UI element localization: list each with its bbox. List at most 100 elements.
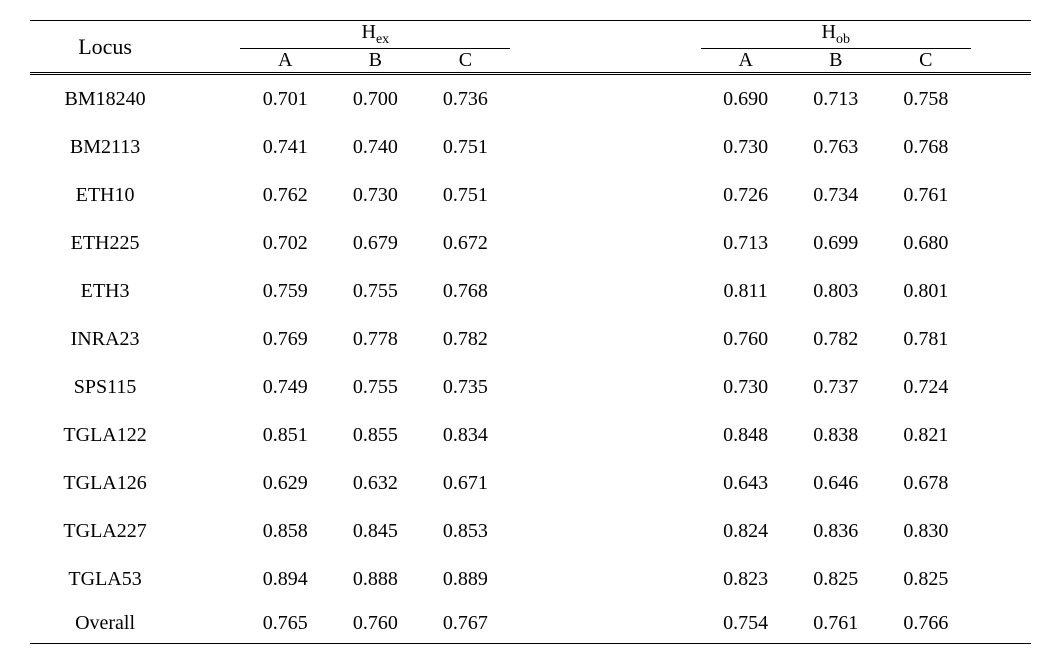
gap-cell [971, 411, 1031, 459]
header-hex-c: C [420, 49, 510, 74]
gap-cell [971, 267, 1031, 315]
hob-c-cell: 0.768 [881, 123, 971, 171]
hob-a-cell: 0.730 [701, 363, 791, 411]
hex-a-cell: 0.759 [240, 267, 330, 315]
hex-a-cell: 0.762 [240, 171, 330, 219]
hob-a-cell: 0.713 [701, 219, 791, 267]
gap-cell [510, 603, 700, 644]
hob-b-cell: 0.699 [791, 219, 881, 267]
hex-c-cell: 0.889 [420, 555, 510, 603]
hob-c-cell: 0.821 [881, 411, 971, 459]
hex-c-cell: 0.834 [420, 411, 510, 459]
gap-cell [180, 123, 240, 171]
hob-b-cell: 0.825 [791, 555, 881, 603]
gap-cell [180, 411, 240, 459]
gap-cell [971, 459, 1031, 507]
locus-cell: ETH10 [30, 171, 180, 219]
hob-a-cell: 0.726 [701, 171, 791, 219]
table-row: SPS115 0.7490.7550.735 0.7300.7370.724 [30, 363, 1031, 411]
hob-c-cell: 0.758 [881, 74, 971, 124]
header-hex-a: A [240, 49, 330, 74]
locus-cell: Overall [30, 603, 180, 644]
hex-b-cell: 0.760 [330, 603, 420, 644]
header-gap [180, 21, 240, 49]
gap-cell [180, 507, 240, 555]
hex-a-cell: 0.769 [240, 315, 330, 363]
hex-a-cell: 0.701 [240, 74, 330, 124]
hex-c-cell: 0.672 [420, 219, 510, 267]
gap-cell [180, 171, 240, 219]
hob-c-cell: 0.825 [881, 555, 971, 603]
hex-c-cell: 0.782 [420, 315, 510, 363]
locus-cell: SPS115 [30, 363, 180, 411]
locus-cell: ETH225 [30, 219, 180, 267]
gap-cell [180, 267, 240, 315]
gap-cell [180, 74, 240, 124]
heterozygosity-table: Locus Hex Hob A B C A B C BM182400.7010.… [30, 20, 1031, 644]
hex-c-cell: 0.853 [420, 507, 510, 555]
hex-a-cell: 0.629 [240, 459, 330, 507]
hex-a-cell: 0.741 [240, 123, 330, 171]
hex-prefix: H [361, 21, 375, 43]
hob-c-cell: 0.801 [881, 267, 971, 315]
hex-a-cell: 0.702 [240, 219, 330, 267]
hob-c-cell: 0.830 [881, 507, 971, 555]
hex-b-cell: 0.700 [330, 74, 420, 124]
gap-cell [971, 171, 1031, 219]
hex-c-cell: 0.736 [420, 74, 510, 124]
gap-cell [180, 459, 240, 507]
hex-b-cell: 0.855 [330, 411, 420, 459]
table-row: TGLA530.8940.8880.8890.8230.8250.825 [30, 555, 1031, 603]
gap-cell [971, 507, 1031, 555]
gap-cell [510, 411, 700, 459]
hob-c-cell: 0.724 [881, 363, 971, 411]
table-row: BM21130.7410.7400.7510.7300.7630.768 [30, 123, 1031, 171]
hex-a-cell: 0.765 [240, 603, 330, 644]
hex-c-cell: 0.768 [420, 267, 510, 315]
hex-b-cell: 0.755 [330, 363, 420, 411]
header-hob-b: B [791, 49, 881, 74]
locus-cell: TGLA122 [30, 411, 180, 459]
hex-b-cell: 0.740 [330, 123, 420, 171]
header-gap [971, 21, 1031, 49]
gap-cell [180, 315, 240, 363]
locus-cell: BM18240 [30, 74, 180, 124]
hob-b-cell: 0.838 [791, 411, 881, 459]
hob-a-cell: 0.754 [701, 603, 791, 644]
hob-b-cell: 0.737 [791, 363, 881, 411]
hex-a-cell: 0.858 [240, 507, 330, 555]
hob-b-cell: 0.734 [791, 171, 881, 219]
header-hob-a: A [701, 49, 791, 74]
gap-cell [971, 363, 1031, 411]
gap-cell [510, 123, 700, 171]
table-row: ETH100.7620.7300.7510.7260.7340.761 [30, 171, 1031, 219]
table-row: TGLA2270.8580.8450.8530.8240.8360.830 [30, 507, 1031, 555]
hob-prefix: H [822, 21, 836, 43]
locus-cell: TGLA126 [30, 459, 180, 507]
hob-b-cell: 0.763 [791, 123, 881, 171]
table-body: BM182400.7010.7000.7360.6900.7130.758BM2… [30, 74, 1031, 644]
hob-a-cell: 0.848 [701, 411, 791, 459]
hob-b-cell: 0.646 [791, 459, 881, 507]
gap-cell [510, 555, 700, 603]
hob-b-cell: 0.803 [791, 267, 881, 315]
hex-a-cell: 0.749 [240, 363, 330, 411]
table-row: TGLA1260.6290.6320.6710.6430.6460.678 [30, 459, 1031, 507]
gap-cell [971, 555, 1031, 603]
header-gap [510, 21, 700, 49]
gap-cell [180, 363, 240, 411]
hex-c-cell: 0.735 [420, 363, 510, 411]
hob-b-cell: 0.713 [791, 74, 881, 124]
hex-b-cell: 0.730 [330, 171, 420, 219]
gap-cell [971, 315, 1031, 363]
hob-c-cell: 0.766 [881, 603, 971, 644]
locus-cell: TGLA227 [30, 507, 180, 555]
gap-cell [180, 603, 240, 644]
locus-cell: INRA23 [30, 315, 180, 363]
hex-b-cell: 0.778 [330, 315, 420, 363]
header-hex-b: B [330, 49, 420, 74]
hex-b-cell: 0.888 [330, 555, 420, 603]
hex-b-cell: 0.755 [330, 267, 420, 315]
hob-b-cell: 0.761 [791, 603, 881, 644]
gap-cell [180, 219, 240, 267]
